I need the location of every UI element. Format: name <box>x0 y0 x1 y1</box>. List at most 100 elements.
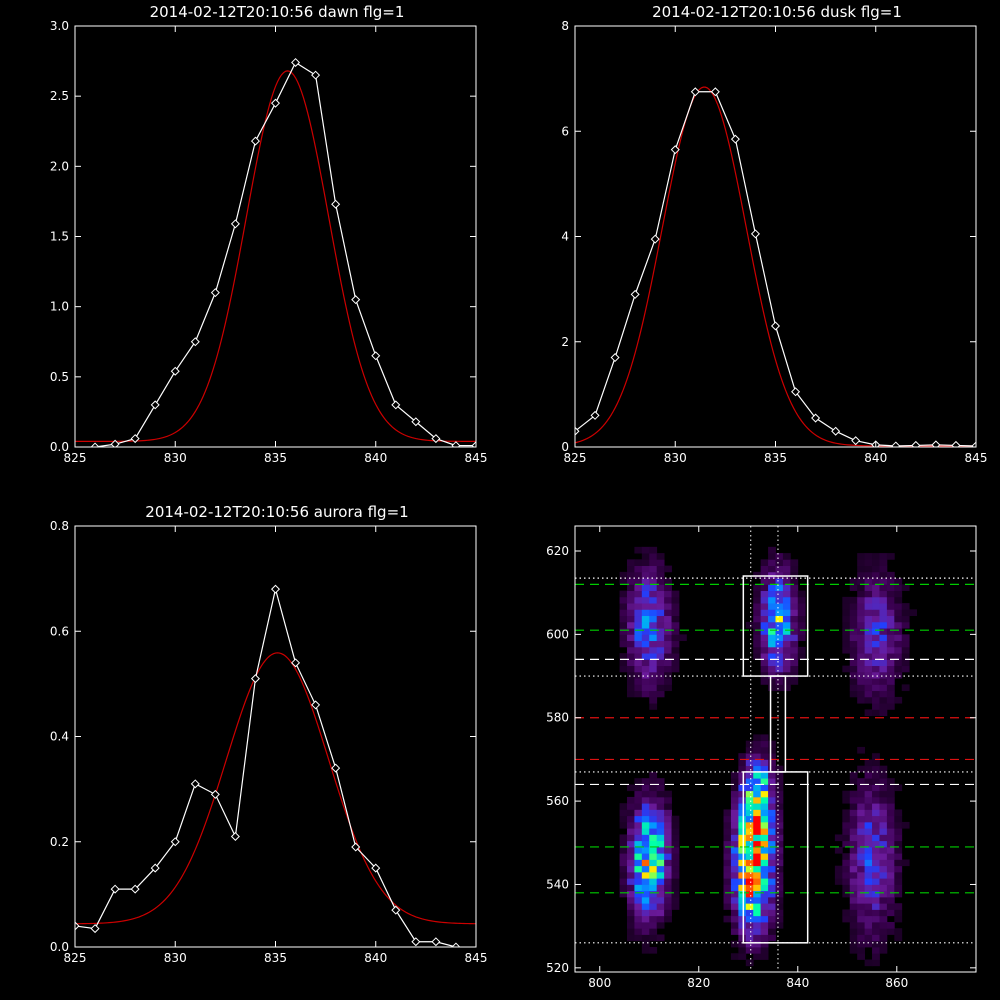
heatmap-cell <box>619 578 628 585</box>
heatmap-cell <box>723 915 732 923</box>
heatmap-cell <box>664 640 672 648</box>
heatmap-cell <box>857 859 866 867</box>
heatmap-cell <box>671 615 680 623</box>
heatmap-cell <box>768 603 776 610</box>
heatmap-cell <box>849 690 858 698</box>
heatmap-cell <box>872 865 880 873</box>
heatmap-cell <box>664 840 672 848</box>
heatmap-cell <box>626 578 635 585</box>
heatmap-cell <box>886 590 895 598</box>
heatmap-cell <box>656 690 665 698</box>
heatmap-cell <box>768 928 776 935</box>
heatmap-cell <box>894 909 903 917</box>
heatmap-cell <box>849 771 858 779</box>
heatmap-cell <box>864 915 873 923</box>
heatmap-cell <box>879 609 888 617</box>
heatmap-cell <box>641 871 650 879</box>
heatmap-cell <box>775 640 784 648</box>
heatmap-cell <box>879 846 888 854</box>
heatmap-cell <box>760 909 769 917</box>
heatmap-cell <box>782 621 791 629</box>
heatmap-cell <box>656 584 665 592</box>
heatmap-cell <box>775 628 784 635</box>
heatmap-cell <box>775 834 784 842</box>
x-tick-label: 845 <box>465 951 488 965</box>
heatmap-cell <box>849 584 858 592</box>
heatmap-cell <box>634 565 643 573</box>
panel-dusk: 2014-02-12T20:10:56 dusk flg=1 825 830 835… <box>561 3 987 465</box>
heatmap-cell <box>782 671 791 679</box>
heatmap-cell <box>745 821 754 829</box>
heatmap-cell <box>760 859 769 867</box>
heatmap-cell <box>649 921 658 929</box>
heatmap-cell <box>641 671 650 679</box>
heatmap-cell <box>626 815 635 823</box>
heatmap-cell <box>634 896 643 904</box>
heatmap-cell <box>641 940 650 948</box>
heatmap-cell <box>768 584 776 592</box>
heatmap-cell <box>671 609 680 617</box>
heatmap-cell <box>894 696 903 704</box>
heatmap-cell <box>753 771 762 779</box>
heatmap-cell <box>649 815 658 823</box>
heatmap-cell <box>626 784 635 792</box>
axes-frame <box>574 25 977 448</box>
heatmap-cell <box>626 621 635 629</box>
heatmap-cell <box>619 884 628 892</box>
heatmap-cell <box>671 590 680 598</box>
heatmap-cell <box>671 871 680 879</box>
heatmap-cell <box>886 865 895 873</box>
heatmap-cell <box>619 834 628 842</box>
heatmap-cell <box>842 596 851 604</box>
heatmap-cell <box>738 884 747 892</box>
heatmap-cell <box>641 684 650 692</box>
heatmap-cell <box>775 603 784 610</box>
heatmap-cell <box>730 909 739 917</box>
heatmap-cell <box>753 809 762 817</box>
heatmap-cell <box>790 565 799 573</box>
heatmap-cell <box>730 840 739 848</box>
data-point <box>811 413 821 423</box>
heatmap-cell <box>879 628 888 635</box>
heatmap-cell <box>626 840 635 848</box>
data-point <box>451 441 461 447</box>
heatmap-cell <box>723 884 732 892</box>
heatmap-cell <box>634 659 643 667</box>
heatmap-cell <box>626 671 635 679</box>
heatmap-cell <box>619 846 628 854</box>
heatmap-cell <box>901 859 910 867</box>
heatmap-cell <box>872 690 880 698</box>
heatmap-cell <box>649 896 658 904</box>
heatmap-cell <box>775 571 784 579</box>
heatmap-cell <box>857 696 866 704</box>
heatmap-cell <box>872 621 880 629</box>
data-point <box>590 410 600 420</box>
heatmap-cell <box>886 928 895 935</box>
heatmap-cell <box>894 890 903 898</box>
heatmap-cell <box>626 846 635 854</box>
heatmap-cell <box>768 846 776 854</box>
heatmap-cell <box>775 678 784 685</box>
heatmap-cell <box>738 871 747 879</box>
heatmap-cell <box>664 871 672 879</box>
x-tick-label: 840 <box>364 951 387 965</box>
heatmap-cell <box>723 859 732 867</box>
heatmap-cell <box>641 553 650 560</box>
heatmap-cell <box>730 815 739 823</box>
heatmap-cell <box>857 671 866 679</box>
heatmap-cell <box>872 915 880 923</box>
heatmap-cell <box>664 578 672 585</box>
heatmap-cell <box>649 903 658 910</box>
heatmap-cell <box>760 884 769 892</box>
heatmap-cell <box>723 809 732 817</box>
heatmap-cell <box>768 746 776 754</box>
heatmap-cell <box>753 596 762 604</box>
heatmap-cell <box>634 871 643 879</box>
heatmap-cell <box>723 840 732 848</box>
heatmap-cell <box>634 884 643 892</box>
heatmap-cell <box>760 671 769 679</box>
heatmap-cell <box>641 690 650 698</box>
heatmap-cell <box>864 871 873 879</box>
heatmap-cell <box>641 678 650 685</box>
heatmap-cell <box>879 809 888 817</box>
